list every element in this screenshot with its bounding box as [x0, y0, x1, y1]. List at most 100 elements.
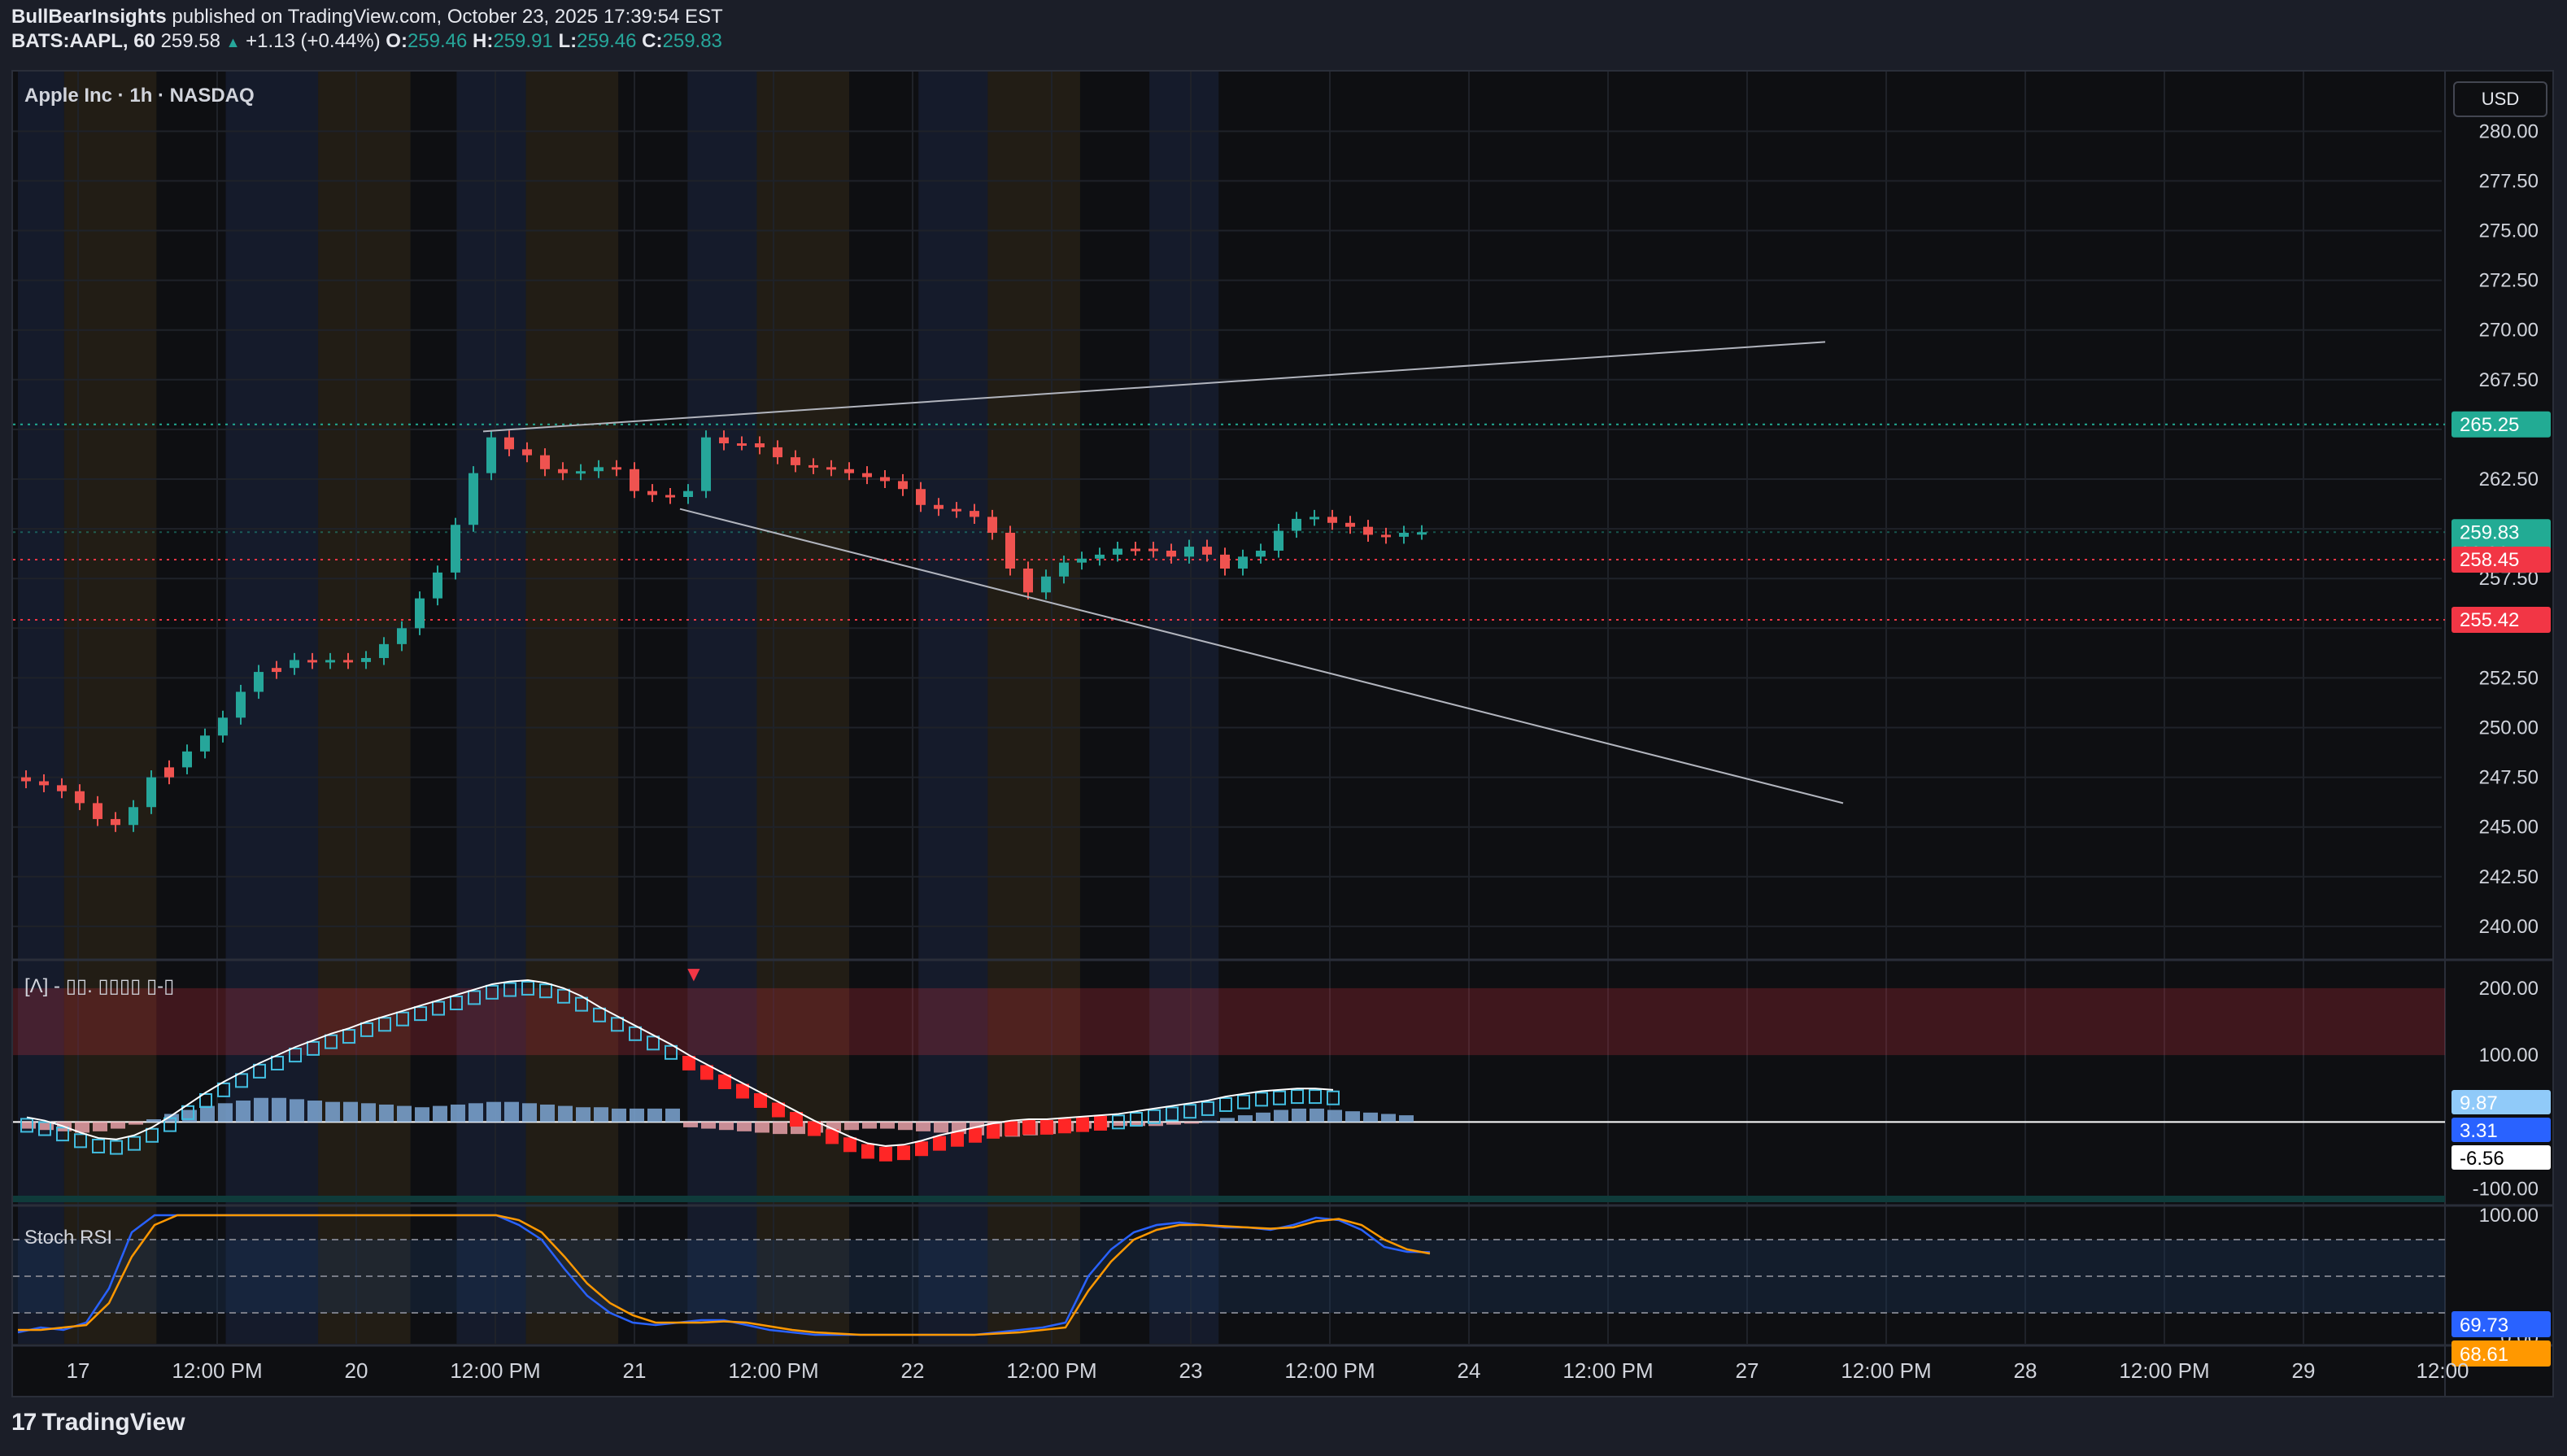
chart-title[interactable]: Apple Inc · 1h · NASDAQ [24, 85, 255, 107]
candle-body [1113, 548, 1122, 555]
candle-body [1131, 548, 1140, 551]
time-axis-tick: 12:00 PM [1006, 1358, 1096, 1383]
candle-body [987, 517, 997, 533]
level-label-box [2452, 546, 2551, 573]
candle-body [1363, 526, 1373, 535]
signal-block [146, 1127, 159, 1143]
low-label: L: [558, 30, 577, 52]
price-axis-tick: 277.50 [2479, 170, 2539, 192]
histogram-bar [325, 1101, 340, 1123]
author-name[interactable]: BullBearInsights [11, 6, 167, 28]
candle-body [1005, 532, 1015, 569]
histogram-bar [558, 1105, 573, 1123]
histogram-bar [683, 1122, 698, 1127]
oscillator-axis-tick: 200.00 [2479, 978, 2539, 1000]
histogram-bar [361, 1103, 376, 1123]
histogram-bar [93, 1122, 107, 1131]
histogram-bar [415, 1107, 429, 1123]
signal-block [861, 1144, 874, 1159]
signal-block [360, 1022, 373, 1037]
histogram-bar [898, 1122, 913, 1131]
candle-body [1274, 530, 1284, 551]
candle-body [916, 489, 926, 505]
signal-block [1201, 1101, 1214, 1116]
candle-body [862, 473, 872, 477]
time-axis-tick: 23 [1179, 1358, 1203, 1383]
oscillator-title[interactable]: [Λ] - ▯▯. ▯▯▯▯ ▯-▯ [24, 975, 175, 997]
histogram-bar [934, 1122, 948, 1133]
candle-body [1256, 550, 1266, 557]
signal-block [879, 1146, 892, 1162]
signal-block [593, 1007, 606, 1022]
histogram-bar [1399, 1115, 1414, 1123]
histogram-bar [522, 1103, 537, 1123]
chart-frame[interactable]: 280.00 277.50 275.00 272.50 270.00 267.50 262.… [11, 70, 2554, 1397]
signal-block [843, 1137, 856, 1153]
signal-block [342, 1029, 355, 1044]
high-value: 259.91 [493, 30, 553, 52]
histogram-bar [701, 1122, 716, 1129]
candle-body [1059, 562, 1069, 577]
time-axis-tick: 20 [345, 1358, 368, 1383]
signal-block [450, 995, 463, 1010]
price-axis-tick: 252.50 [2479, 667, 2539, 689]
tradingview-logo[interactable]: 17 TradingView [11, 1409, 185, 1436]
overbought-zone [13, 987, 2445, 1056]
histogram-bar [1238, 1115, 1253, 1123]
candle-body [826, 467, 836, 470]
time-axis-tick: 12:00 PM [450, 1358, 540, 1383]
price-change: +1.13 (+0.44%) [246, 30, 381, 52]
candle-body [630, 469, 639, 491]
signal-block [1255, 1092, 1268, 1107]
histogram-bar [397, 1105, 412, 1123]
currency-button[interactable]: USD [2453, 81, 2547, 117]
signal-block [933, 1136, 946, 1151]
signal-block [1148, 1109, 1161, 1124]
time-axis-tick: 12:00 PM [1841, 1358, 1931, 1383]
histogram-bar [218, 1103, 233, 1123]
candle-body [522, 449, 532, 456]
candle-body [469, 473, 478, 525]
histogram-bar [594, 1107, 608, 1123]
histogram-bar [254, 1097, 268, 1123]
signal-block [74, 1133, 87, 1149]
histogram-bar [1310, 1108, 1324, 1123]
candle-body [1417, 532, 1427, 535]
signal-block [826, 1129, 839, 1144]
histogram-bar [647, 1108, 662, 1123]
signal-block [1237, 1094, 1250, 1109]
histogram-bar [755, 1122, 769, 1133]
signal-block [969, 1127, 982, 1143]
candle-body [236, 691, 246, 718]
histogram-bar [1113, 1122, 1127, 1127]
signal-block [915, 1141, 928, 1157]
candle-body [1399, 532, 1409, 537]
signal-block [56, 1127, 69, 1142]
signal-block [289, 1048, 302, 1063]
candle-body [1292, 518, 1301, 531]
close-value: 259.83 [662, 30, 722, 52]
histogram-bar [1363, 1112, 1378, 1123]
signal-block [110, 1140, 123, 1155]
candle-body [129, 807, 138, 826]
candle-body [111, 818, 120, 826]
session-band-europe [318, 72, 411, 1344]
signal-block [271, 1055, 284, 1070]
candle-body [39, 781, 49, 786]
price-axis-tick: 240.00 [2479, 916, 2539, 938]
session-band-asia [918, 72, 988, 1344]
candle-body [1220, 554, 1230, 569]
histogram-bar [1148, 1122, 1163, 1127]
tradingview-logo-text: TradingView [41, 1409, 185, 1436]
signal-block [1327, 1090, 1340, 1105]
time-axis-tick: 27 [1736, 1358, 1759, 1383]
signal-block [503, 982, 516, 997]
candle-body [1381, 534, 1391, 538]
stoch-rsi-title[interactable]: Stoch RSI [24, 1227, 113, 1249]
candle-body [1202, 547, 1212, 555]
histogram-bar [1274, 1109, 1288, 1123]
stoch-band-fill [13, 1240, 2445, 1313]
signal-line [26, 979, 1334, 1147]
chart-canvas[interactable]: 280.00 277.50 275.00 272.50 270.00 267.50 262.… [13, 72, 2552, 1396]
level-label-265.25: 265.25 [2460, 414, 2519, 436]
